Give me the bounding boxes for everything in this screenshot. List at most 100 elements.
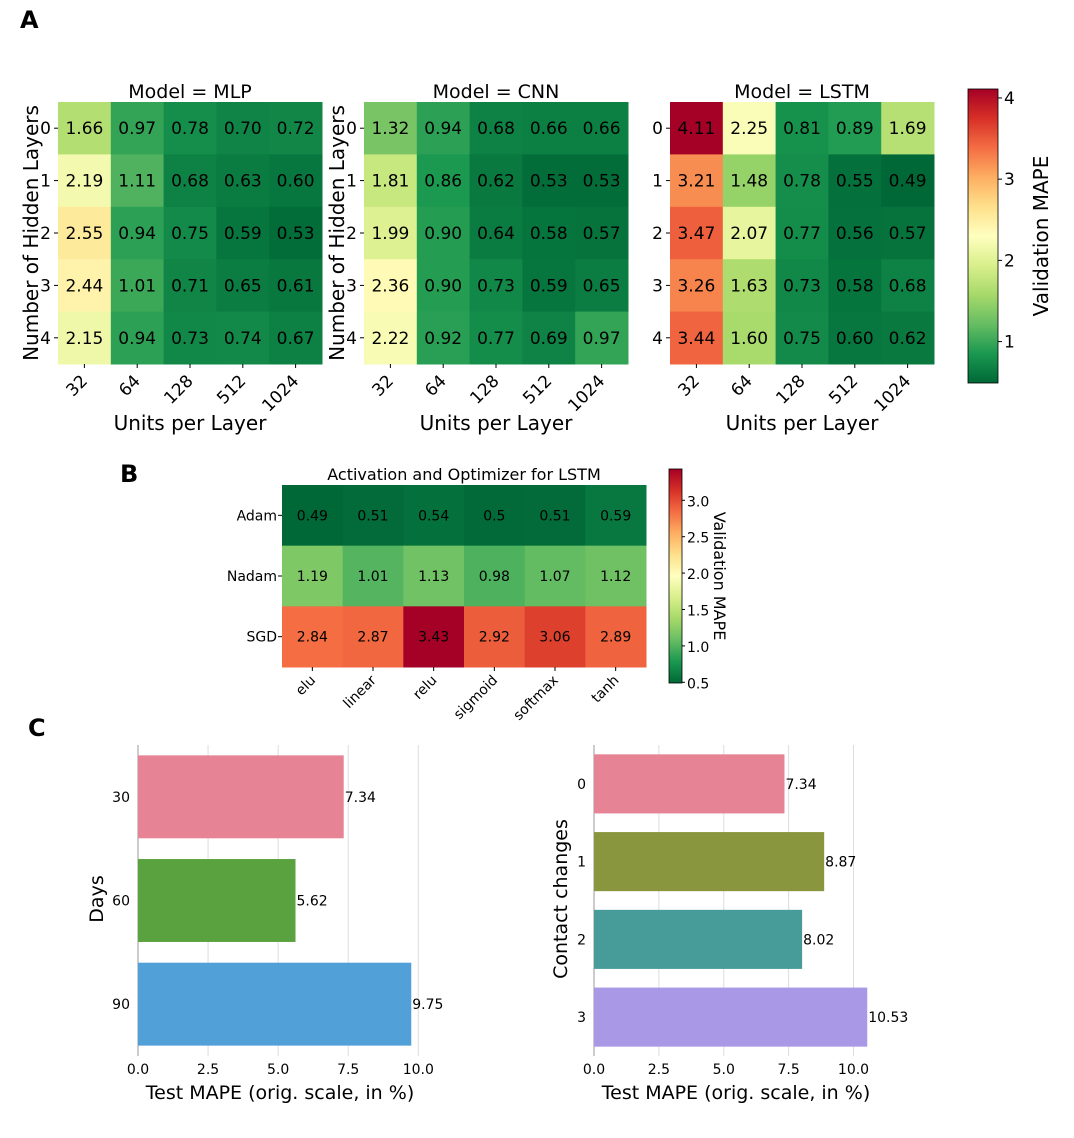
- cell-value-label: 0.59: [224, 224, 262, 244]
- x-tick-label: 64: [115, 371, 144, 400]
- heatmap-cell: [881, 311, 935, 365]
- cell-value-label: 1.69: [889, 119, 927, 139]
- heatmap-cell: [575, 206, 629, 260]
- cell-value-label: 2.92: [479, 630, 510, 646]
- y-tick-label: SGD: [246, 630, 277, 646]
- y-tick-label: 3: [577, 1010, 586, 1026]
- heatmap-cell: [110, 311, 165, 365]
- heatmap-cell: [269, 311, 323, 365]
- colorbar-tick-label: 0.5: [687, 676, 709, 692]
- cell-value-label: 1.99: [371, 224, 409, 244]
- y-tick-label: 1: [40, 172, 51, 192]
- heatmap-cell: [464, 606, 526, 668]
- heatmap-cell: [670, 259, 724, 313]
- heatmap-cell: [575, 311, 629, 365]
- heatmap-cell: [342, 606, 404, 668]
- x-tick-label: 0.0: [127, 1062, 149, 1078]
- colorbar-a: 1 2 3 4 Validation MAPE: [967, 88, 1053, 384]
- heatmap-cell: [403, 545, 465, 607]
- heatmap-cell: [416, 259, 471, 313]
- heatmap-cell: [469, 311, 523, 365]
- y-axis-label: Number of Hidden Layers: [325, 105, 349, 361]
- cell-value-label: 0.78: [783, 172, 821, 192]
- heatmap-cell: [524, 545, 586, 607]
- cell-value-label: 0.57: [889, 224, 927, 244]
- heatmap-cell: [469, 206, 523, 260]
- x-axis-label: Units per Layer: [114, 411, 268, 435]
- x-tick-label: 7.5: [337, 1062, 359, 1078]
- heatmap-cell: [575, 154, 629, 208]
- heatmap-cell: [58, 311, 112, 365]
- x-tick-label: 2.5: [197, 1062, 219, 1078]
- x-tick-label: sigmoid: [451, 673, 501, 723]
- cell-value-label: 0.72: [277, 119, 315, 139]
- y-tick-label: 3: [40, 276, 51, 296]
- heatmap-cell: [828, 311, 882, 365]
- x-tick-label: tanh: [589, 673, 623, 707]
- cell-value-label: 0.66: [583, 119, 621, 139]
- heatmap-cell: [522, 311, 576, 365]
- cell-value-label: 0.98: [479, 569, 510, 585]
- cell-value-label: 1.81: [371, 172, 409, 192]
- cell-value-label: 0.97: [118, 119, 156, 139]
- cell-value-label: 0.49: [297, 508, 328, 524]
- cell-value-label: 1.19: [297, 569, 328, 585]
- cell-value-label: 0.55: [836, 172, 874, 192]
- x-tick-label: 5.0: [713, 1062, 735, 1078]
- heatmap-cell: [775, 259, 829, 313]
- y-tick-label: 1: [346, 172, 357, 192]
- heatmap-cell: [163, 206, 217, 260]
- cell-value-label: 0.65: [583, 276, 621, 296]
- heatmap-cell: [269, 154, 323, 208]
- cell-value-label: 0.61: [277, 276, 315, 296]
- cell-value-label: 1.48: [730, 172, 768, 192]
- heatmap-cell: [722, 206, 777, 260]
- heatmap-activation-optimizer: Activation and Optimizer for LSTM 0.49 0.…: [227, 465, 647, 724]
- cell-value-label: 0.73: [783, 276, 821, 296]
- cell-value-label: 0.63: [224, 172, 262, 192]
- bar: [594, 987, 868, 1047]
- heatmap-cell: [575, 102, 629, 155]
- y-tick-label: 30: [112, 790, 130, 806]
- x-axis-label: Test MAPE (orig. scale, in %): [601, 1082, 870, 1104]
- heatmap-cell: [670, 154, 724, 208]
- cell-value-label: 0.94: [118, 224, 156, 244]
- heatmap-cell: [775, 102, 829, 155]
- cell-value-label: 3.06: [539, 630, 570, 646]
- bar: [138, 962, 412, 1046]
- x-tick-label: 1024: [258, 371, 303, 416]
- heatmap-cell: [775, 206, 829, 260]
- y-tick-label: 3: [346, 276, 357, 296]
- heatmap-cell: [269, 102, 323, 155]
- heatmap-cell: [524, 606, 586, 668]
- cell-value-label: 0.51: [539, 508, 570, 524]
- heatmap-cell: [342, 545, 404, 607]
- heatmap-cell: [163, 102, 217, 155]
- heatmap-cell: [670, 206, 724, 260]
- colorbar-b: 0.5 1.0 1.5 2.0 2.5 3.0 Validation MAPE: [668, 468, 729, 692]
- bar-value-label: 8.02: [803, 932, 834, 948]
- x-tick-label: 512: [213, 371, 250, 408]
- heatmap-cell: [575, 259, 629, 313]
- x-tick-label: 1024: [564, 371, 609, 416]
- cell-value-label: 0.62: [889, 329, 927, 349]
- heatmap-lstm: Model = LSTM 4.11 2.25 0.81 0.89 1.69 3.21 1.4…: [652, 81, 935, 435]
- heatmap-cell: [722, 259, 777, 313]
- cell-value-label: 2.07: [730, 224, 768, 244]
- heatmap-cell: [269, 259, 323, 313]
- cell-value-label: 0.66: [530, 119, 568, 139]
- cell-value-label: 2.25: [730, 119, 768, 139]
- cell-value-label: 1.01: [118, 276, 156, 296]
- heatmap-cell: [58, 206, 112, 260]
- heatmap-cell: [110, 154, 165, 208]
- x-tick-label: 10.0: [403, 1062, 434, 1078]
- heatmap-cell: [775, 311, 829, 365]
- cell-value-label: 0.77: [783, 224, 821, 244]
- heatmap-cell: [464, 485, 526, 547]
- x-tick-label: 32: [368, 371, 397, 400]
- heatmap-title: Model = LSTM: [734, 81, 870, 103]
- cell-value-label: 1.66: [65, 119, 103, 139]
- heatmap-title: Activation and Optimizer for LSTM: [327, 465, 601, 484]
- y-tick-label: Nadam: [227, 569, 277, 585]
- x-tick-label: 1024: [870, 371, 915, 416]
